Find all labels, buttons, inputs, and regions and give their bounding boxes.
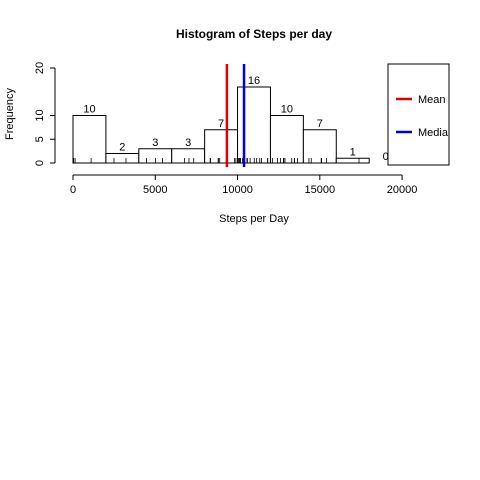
legend-entries: Mean Median bbox=[396, 94, 454, 139]
histogram-bar bbox=[302, 129, 337, 164]
histogram-bar bbox=[335, 157, 370, 164]
y-axis: 0 5 10 20 bbox=[34, 62, 56, 166]
x-axis-label: Steps per Day bbox=[219, 213, 289, 225]
bar-count-label: 10 bbox=[83, 104, 95, 116]
chart-title: Histogram of Steps per day bbox=[176, 27, 332, 41]
rug-group bbox=[73, 158, 423, 163]
legend: Mean Median bbox=[387, 63, 454, 166]
histogram-bar bbox=[237, 86, 271, 164]
bar-count-label: 3 bbox=[152, 137, 158, 149]
x-tick-label: 15000 bbox=[305, 184, 336, 196]
legend-label: Median bbox=[418, 127, 454, 139]
bar-count-label: 2 bbox=[119, 142, 125, 154]
bar-count-label: 0 bbox=[383, 151, 389, 163]
y-tick-label: 0 bbox=[34, 160, 46, 166]
bar-count-label: 10 bbox=[281, 104, 293, 116]
y-tick-label: 5 bbox=[34, 136, 46, 142]
x-tick-label: 5000 bbox=[143, 184, 167, 196]
x-tick-label: 10000 bbox=[222, 184, 253, 196]
x-tick-label: 20000 bbox=[387, 184, 418, 196]
histogram-bar bbox=[72, 115, 107, 164]
bar-count-label: 7 bbox=[317, 118, 323, 130]
histogram-bar bbox=[171, 148, 206, 164]
y-axis-label: Frequency bbox=[4, 88, 16, 140]
bar-count-label: 1 bbox=[350, 146, 356, 158]
bar-count-label: 16 bbox=[248, 75, 260, 87]
bar-count-label: 3 bbox=[185, 137, 191, 149]
histogram-bar bbox=[269, 115, 304, 164]
bar-count-label: 7 bbox=[218, 118, 224, 130]
histogram-bar bbox=[105, 153, 140, 164]
x-tick-label: 0 bbox=[70, 184, 76, 196]
y-tick-label: 20 bbox=[34, 62, 46, 74]
x-axis: 0 5000 10000 15000 20000 bbox=[70, 174, 418, 196]
legend-label: Mean bbox=[418, 94, 446, 106]
y-tick-label: 10 bbox=[34, 109, 46, 121]
histogram-bar bbox=[204, 129, 239, 164]
reference-lines-group bbox=[225, 64, 246, 167]
legend-box bbox=[387, 63, 450, 166]
